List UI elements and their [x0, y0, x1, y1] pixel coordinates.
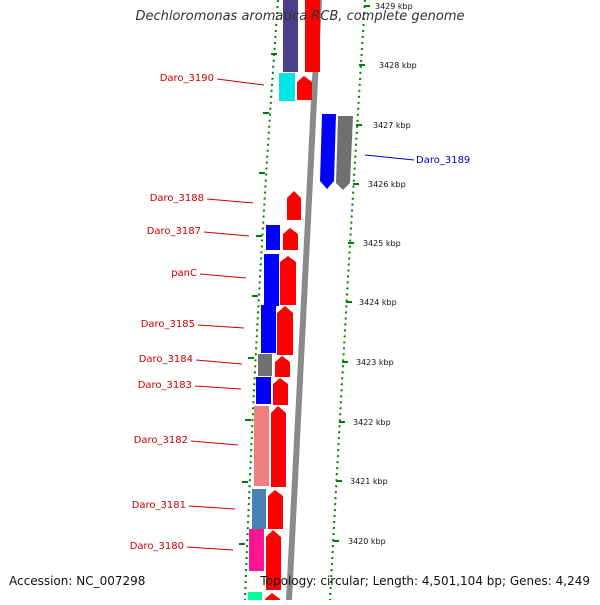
gene-arrow-3182[interactable]	[271, 406, 286, 487]
gene-arrow-3188[interactable]	[287, 191, 301, 220]
gene-block-3180[interactable]	[249, 529, 264, 571]
gene-arrow-3180[interactable]	[266, 530, 281, 590]
reverse-strand-genes	[248, 0, 298, 600]
gene-arrow-3187[interactable]	[283, 228, 298, 250]
gene-label-daro-3180[interactable]: Daro_3180	[130, 541, 184, 552]
gene-arrow-3189-neighbor[interactable]	[336, 116, 353, 190]
forward-strand-genes	[265, 0, 320, 600]
scale-tick-3428: 3428 kbp	[379, 61, 417, 70]
gene-label-daro-3185[interactable]: Daro_3185	[141, 319, 195, 330]
label-leader-3189	[364, 154, 415, 161]
gene-arrow-3185[interactable]	[277, 306, 293, 355]
scale-tick-3426: 3426 kbp	[368, 180, 406, 189]
scale-tick-3420: 3420 kbp	[348, 537, 386, 546]
gene-block-3179[interactable]	[248, 592, 262, 600]
gene-block-3183[interactable]	[256, 377, 271, 404]
map-title: Dechloromonas aromatica RCB, complete ge…	[135, 9, 465, 24]
gene-label-daro-3181[interactable]: Daro_3181	[132, 500, 186, 511]
gene-block-3184[interactable]	[258, 354, 272, 376]
gene-arrow-3179[interactable]	[265, 593, 280, 600]
gene-label-daro-3182[interactable]: Daro_3182	[134, 435, 188, 446]
gene-label-daro-3187[interactable]: Daro_3187	[147, 226, 201, 237]
gene-label-daro-3188[interactable]: Daro_3188	[150, 193, 204, 204]
genome-backbone	[286, 0, 322, 601]
outer-genes	[320, 114, 353, 190]
gene-arrow-3183[interactable]	[273, 378, 288, 405]
gene-label-daro-3184[interactable]: Daro_3184	[139, 354, 193, 365]
gene-block-3181[interactable]	[252, 489, 266, 529]
scale-tick-3429: 3429 kbp	[375, 2, 413, 11]
gene-block-3190[interactable]	[279, 73, 295, 101]
outer-ring-ticks	[333, 5, 370, 542]
outer-tick-ring	[329, 0, 366, 601]
gene-block-3187[interactable]	[266, 225, 280, 250]
inner-tick-ring	[244, 0, 279, 601]
gene-label-daro-3183[interactable]: Daro_3183	[138, 380, 192, 391]
gene-block-panC[interactable]	[264, 254, 279, 306]
genome-summary: Topology: circular; Length: 4,501,104 bp…	[260, 574, 590, 588]
gene-arrow-3190[interactable]	[297, 76, 312, 100]
label-leaders	[186, 78, 265, 551]
inner-ring-ticks	[239, 53, 277, 545]
gene-label-daro-3189[interactable]: Daro_3189	[416, 155, 470, 166]
gene-arrow-3191[interactable]	[305, 0, 320, 72]
gene-block-3182[interactable]	[254, 406, 269, 486]
gene-arrow-3184[interactable]	[275, 356, 290, 377]
gene-block-3191[interactable]	[283, 0, 298, 72]
gene-arrow-3189[interactable]	[320, 114, 336, 189]
scale-tick-3424: 3424 kbp	[359, 298, 397, 307]
gene-label-daro-3190[interactable]: Daro_3190	[160, 73, 214, 84]
scale-tick-3421: 3421 kbp	[350, 477, 388, 486]
gene-arrow-panC[interactable]	[280, 256, 296, 305]
gene-label-panc[interactable]: panC	[171, 268, 197, 279]
scale-tick-3422: 3422 kbp	[353, 418, 391, 427]
gene-block-3185[interactable]	[261, 305, 276, 353]
scale-tick-3425: 3425 kbp	[363, 239, 401, 248]
scale-tick-3427: 3427 kbp	[373, 121, 411, 130]
scale-tick-3423: 3423 kbp	[356, 358, 394, 367]
gene-arrow-3181[interactable]	[268, 490, 283, 529]
accession-label: Accession: NC_007298	[9, 574, 146, 588]
